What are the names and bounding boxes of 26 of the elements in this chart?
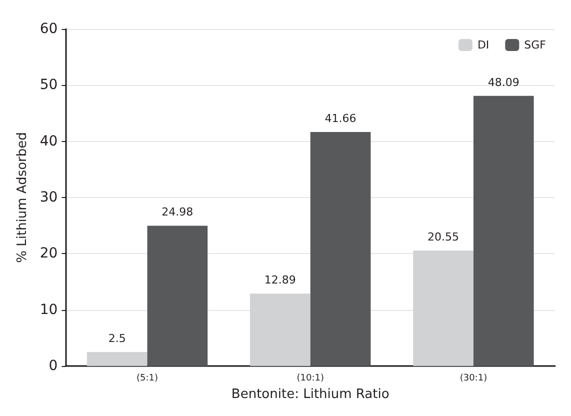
y-tick-label: 40: [40, 133, 58, 150]
x-tick-label: (5:1): [136, 374, 158, 384]
data-label: 2.5: [108, 332, 126, 345]
bar: [310, 132, 371, 366]
bar: [473, 96, 534, 366]
x-tick-label: (30:1): [460, 374, 488, 384]
data-label: 48.09: [488, 76, 520, 89]
y-tick-label: 60: [40, 21, 58, 37]
data-label: 41.66: [324, 112, 356, 126]
y-tick-label: 10: [40, 302, 58, 318]
y-tick-label: 0: [48, 358, 58, 374]
y-tick-label: 50: [40, 77, 58, 94]
y-axis-title: % Lithium Adsorbed: [15, 132, 30, 263]
bar: [147, 226, 208, 366]
x-tick-label: (10:1): [296, 374, 324, 384]
bar: [413, 250, 474, 366]
data-label: 24.98: [162, 206, 194, 219]
y-tick-label: 20: [40, 246, 58, 262]
bar: [86, 352, 148, 366]
legend-label: DI: [477, 38, 490, 52]
data-label: 12.89: [264, 274, 296, 287]
x-axis-title: Bentonite: Lithium Ratio: [231, 387, 390, 402]
bar: [250, 294, 310, 366]
data-label: 20.55: [428, 230, 460, 244]
legend-label: SGF: [524, 38, 546, 52]
y-tick-label: 30: [40, 190, 58, 206]
